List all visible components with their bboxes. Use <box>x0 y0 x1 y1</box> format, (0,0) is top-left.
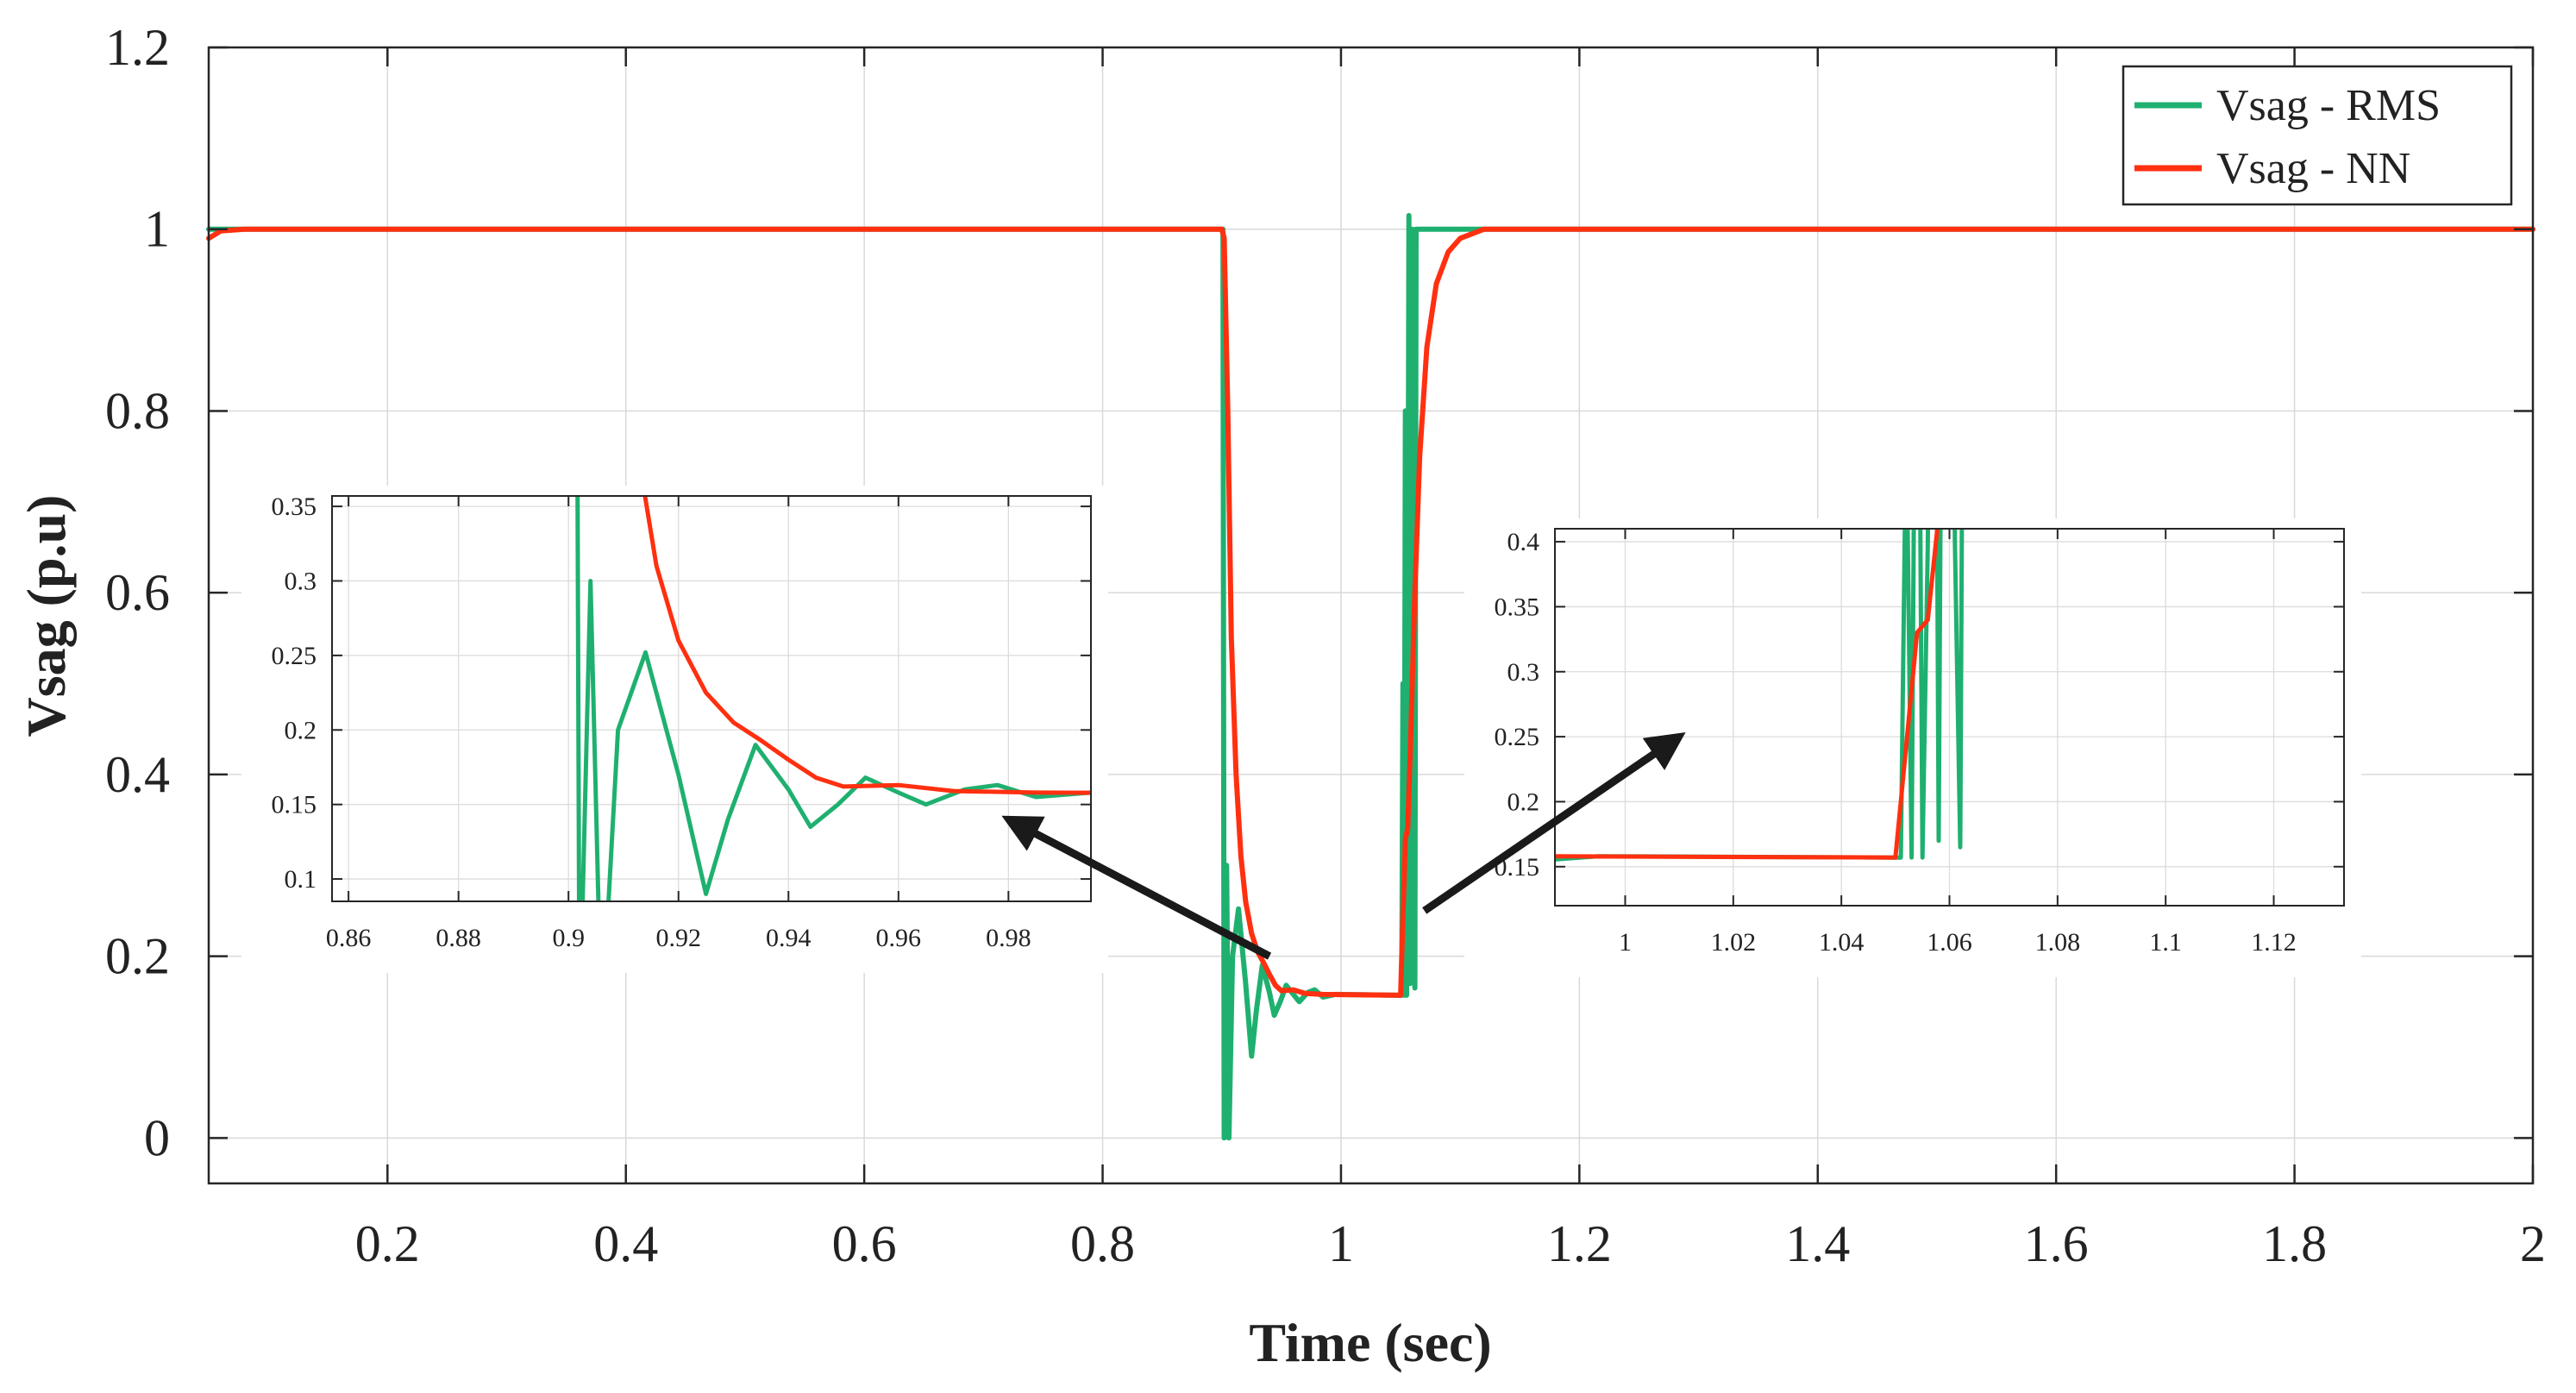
x-tick-label: 0.8 <box>1070 1215 1135 1272</box>
inset-x-tick-label: 0.92 <box>655 924 701 952</box>
inset-y-tick-label: 0.25 <box>272 642 317 670</box>
y-tick-label: 0.8 <box>105 382 170 439</box>
inset-frame <box>331 495 1092 902</box>
x-tick-label: 1.6 <box>2024 1215 2089 1272</box>
x-axis-label: Time (sec) <box>1249 1312 1491 1373</box>
inset-y-tick-label: 0.4 <box>1507 528 1540 556</box>
inset-zoom-sag-start: 0.86 0.88 0.9 0.92 0.94 0.96 0.98 0.1 0.15 0.2 0.2… <box>271 493 1092 952</box>
main-plot-frame <box>207 46 2535 1185</box>
insets: 0.86 0.88 0.9 0.92 0.94 0.96 0.98 0.1 0.15 0.2 0.2… <box>271 493 2345 957</box>
inset-grid <box>332 496 1091 901</box>
inset-x-tick-label: 1.1 <box>2149 928 2182 957</box>
inset-lines <box>575 496 1091 901</box>
inset-x-tick-label: 1.06 <box>1927 928 1972 957</box>
y-tick-label: 0.2 <box>105 928 170 985</box>
y-tick-label: 1.2 <box>105 19 170 76</box>
zoom-arrow <box>1001 815 1272 960</box>
x-tick-label: 1.2 <box>1547 1215 1612 1272</box>
inset-y-tick-label: 0.2 <box>1507 787 1540 816</box>
inset-x-tick-label: 1 <box>1619 928 1632 957</box>
inset-x-tick-label: 1.02 <box>1711 928 1757 957</box>
inset-x-tick-label: 1.04 <box>1819 928 1865 957</box>
inset-y-tick-label: 0.35 <box>1495 593 1540 621</box>
main-lines <box>206 212 2535 1141</box>
x-tick-label: 0.2 <box>355 1215 420 1272</box>
inset-x-tick-label: 0.96 <box>876 924 922 952</box>
inset-x-tick-label: 0.9 <box>552 924 585 952</box>
inset-y-tick-label: 0.2 <box>285 716 317 744</box>
x-tick-label: 0.6 <box>832 1215 897 1272</box>
inset-ticks: 1 1.02 1.04 1.06 1.08 1.1 1.120.150.20.250.30.… <box>1495 528 2344 957</box>
inset-x-tick-label: 0.86 <box>326 924 372 952</box>
inset-series-line-rms <box>575 496 1091 901</box>
inset-frame <box>1554 528 2345 907</box>
inset-x-tick-label: 1.08 <box>2035 928 2081 957</box>
zoom-arrow <box>1422 732 1686 914</box>
inset-y-tick-label: 0.3 <box>1507 658 1540 687</box>
legend-box <box>2122 65 2513 206</box>
y-tick-label: 1 <box>144 201 170 258</box>
main-ticks: 0.2 0.4 0.6 0.8 1 1.2 1.4 1.6 1.8 2 0 0.2 0.4 0.6 0.8 1… <box>105 19 2546 1272</box>
inset-y-tick-label: 0.1 <box>285 865 317 894</box>
inset-ticks: 0.86 0.88 0.9 0.92 0.94 0.96 0.98 0.1 0.15 0.2 0.2… <box>272 493 1091 952</box>
zoom-arrows <box>1001 732 1686 960</box>
y-axis-label: Vsag (p.u) <box>16 495 77 737</box>
x-tick-label: 2 <box>2520 1215 2546 1272</box>
y-tick-label: 0 <box>144 1109 170 1166</box>
x-tick-label: 0.4 <box>593 1215 658 1272</box>
x-tick-label: 1 <box>1328 1215 1354 1272</box>
inset-series-line-nn <box>642 496 1091 795</box>
x-tick-label: 1.8 <box>2262 1215 2327 1272</box>
inset-zoom-sag-end: 1 1.02 1.04 1.06 1.08 1.1 1.120.150.20.250.30.… <box>1494 528 2345 957</box>
inset-y-tick-label: 0.15 <box>272 791 317 819</box>
legend-label-nn: Vsag - NN <box>2216 144 2410 193</box>
y-tick-label: 0.6 <box>105 564 170 621</box>
inset-x-tick-label: 0.88 <box>436 924 481 952</box>
inset-y-tick-label: 0.35 <box>272 493 317 521</box>
inset-y-tick-label: 0.25 <box>1495 723 1540 751</box>
y-tick-label: 0.4 <box>105 746 170 803</box>
series-line-rms <box>206 212 2535 1141</box>
inset-x-tick-label: 0.94 <box>766 924 812 952</box>
legend-label-rms: Vsag - RMS <box>2216 81 2441 130</box>
inset-y-tick-label: 0.3 <box>285 567 317 595</box>
inset-grid <box>1555 529 2344 906</box>
inset-x-tick-label: 1.12 <box>2251 928 2297 957</box>
legend: Vsag - RMS Vsag - NN <box>2122 65 2513 206</box>
x-tick-label: 1.4 <box>1785 1215 1850 1272</box>
series-line-nn <box>206 226 2535 998</box>
inset-x-tick-label: 0.98 <box>986 924 1031 952</box>
